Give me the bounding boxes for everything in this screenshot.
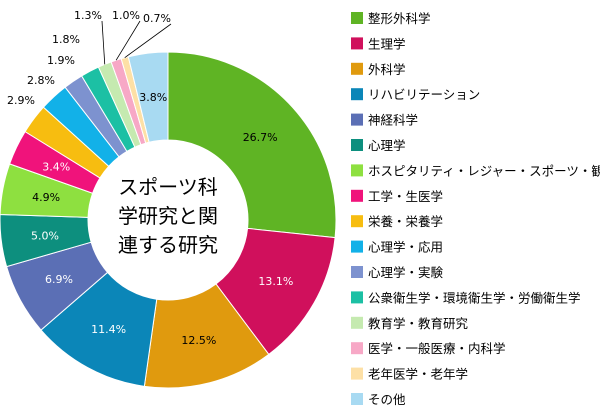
- legend-swatch-16: [351, 393, 363, 405]
- legend-label-12: 公衆衛生学・環境衛生学・労働衛生学: [368, 290, 581, 305]
- legend-label-14: 医学・一般医療・内科学: [368, 341, 506, 356]
- legend-swatch-7: [351, 164, 363, 177]
- legend-label-9: 栄養・栄養学: [368, 214, 443, 229]
- legend-label-8: 工学・生医学: [368, 189, 443, 204]
- center-label-line-1: スポーツ科: [118, 175, 218, 199]
- legend-swatch-8: [351, 189, 363, 202]
- leader-lines: [101, 20, 172, 65]
- legend-swatch-6: [351, 139, 363, 151]
- slice-label-14: 1.0%: [112, 9, 140, 22]
- legend-swatch-5: [351, 113, 363, 126]
- legend-swatch-11: [351, 266, 363, 278]
- donut-slices: [0, 51, 337, 389]
- slice-label-9: 2.9%: [7, 94, 35, 107]
- center-label-line-3: 連する研究: [118, 233, 218, 257]
- legend-label-6: 心理学: [368, 138, 406, 153]
- slice-label-6: 5.0%: [31, 229, 59, 242]
- legend-swatch-1: [351, 12, 363, 24]
- legend-swatch-15: [351, 367, 363, 380]
- slice-label-4: 11.4%: [91, 323, 126, 336]
- legend-label-11: 心理学・実験: [368, 265, 444, 280]
- slice-label-8: 3.4%: [42, 160, 70, 173]
- slice-label-3: 12.5%: [181, 334, 216, 347]
- leader-line-15: [124, 23, 172, 58]
- legend-label-16: その他: [368, 392, 406, 407]
- legend-label-3: 外科学: [368, 62, 406, 77]
- slice-label-10: 2.8%: [27, 74, 55, 87]
- slice-label-7: 4.9%: [32, 191, 60, 204]
- slice-labels: 26.7% 13.1% 12.5% 11.4% 6.9% 5.0% 4.9% 3.4% 2.9%…: [7, 9, 293, 347]
- legend-swatch-3: [351, 62, 363, 75]
- slice-label-13: 1.3%: [74, 9, 102, 22]
- legend-label-7: ホスピタリティ・レジャー・スポーツ・観光: [368, 163, 600, 178]
- legend-swatch-14: [351, 342, 363, 355]
- legend-label-10: 心理学・応用: [368, 240, 443, 255]
- slice-label-2: 13.1%: [258, 275, 293, 288]
- legend-label-1: 整形外科学: [368, 11, 431, 26]
- slice-label-15: 0.7%: [143, 12, 171, 25]
- center-label-line-2: 学研究と関: [118, 204, 218, 228]
- donut-hole: [88, 140, 248, 300]
- legend-swatch-2: [351, 37, 363, 50]
- legend: 整形外科学生理学外科学リハビリテーション神経科学心理学ホスピタリティ・レジャー・…: [351, 11, 600, 407]
- legend-label-4: リハビリテーション: [368, 87, 480, 102]
- slice-label-16: 3.8%: [139, 91, 167, 104]
- leader-line-14: [115, 20, 141, 61]
- legend-swatch-9: [351, 215, 363, 228]
- legend-swatch-13: [351, 316, 363, 329]
- slice-label-12: 1.8%: [52, 33, 80, 46]
- slice-label-1: 26.7%: [243, 131, 278, 144]
- donut-center: スポーツ科 学研究と関 連する研究: [88, 140, 248, 300]
- legend-label-13: 教育学・教育研究: [368, 316, 469, 331]
- legend-label-5: 神経科学: [368, 113, 418, 128]
- legend-swatch-4: [351, 88, 363, 101]
- slice-label-11: 1.9%: [47, 54, 75, 67]
- legend-swatch-10: [351, 240, 363, 253]
- legend-label-15: 老年医学・老年学: [368, 367, 468, 382]
- leader-line-13: [101, 20, 106, 65]
- slice-label-5: 6.9%: [45, 273, 73, 286]
- legend-swatch-12: [351, 291, 363, 304]
- legend-label-2: 生理学: [368, 36, 406, 51]
